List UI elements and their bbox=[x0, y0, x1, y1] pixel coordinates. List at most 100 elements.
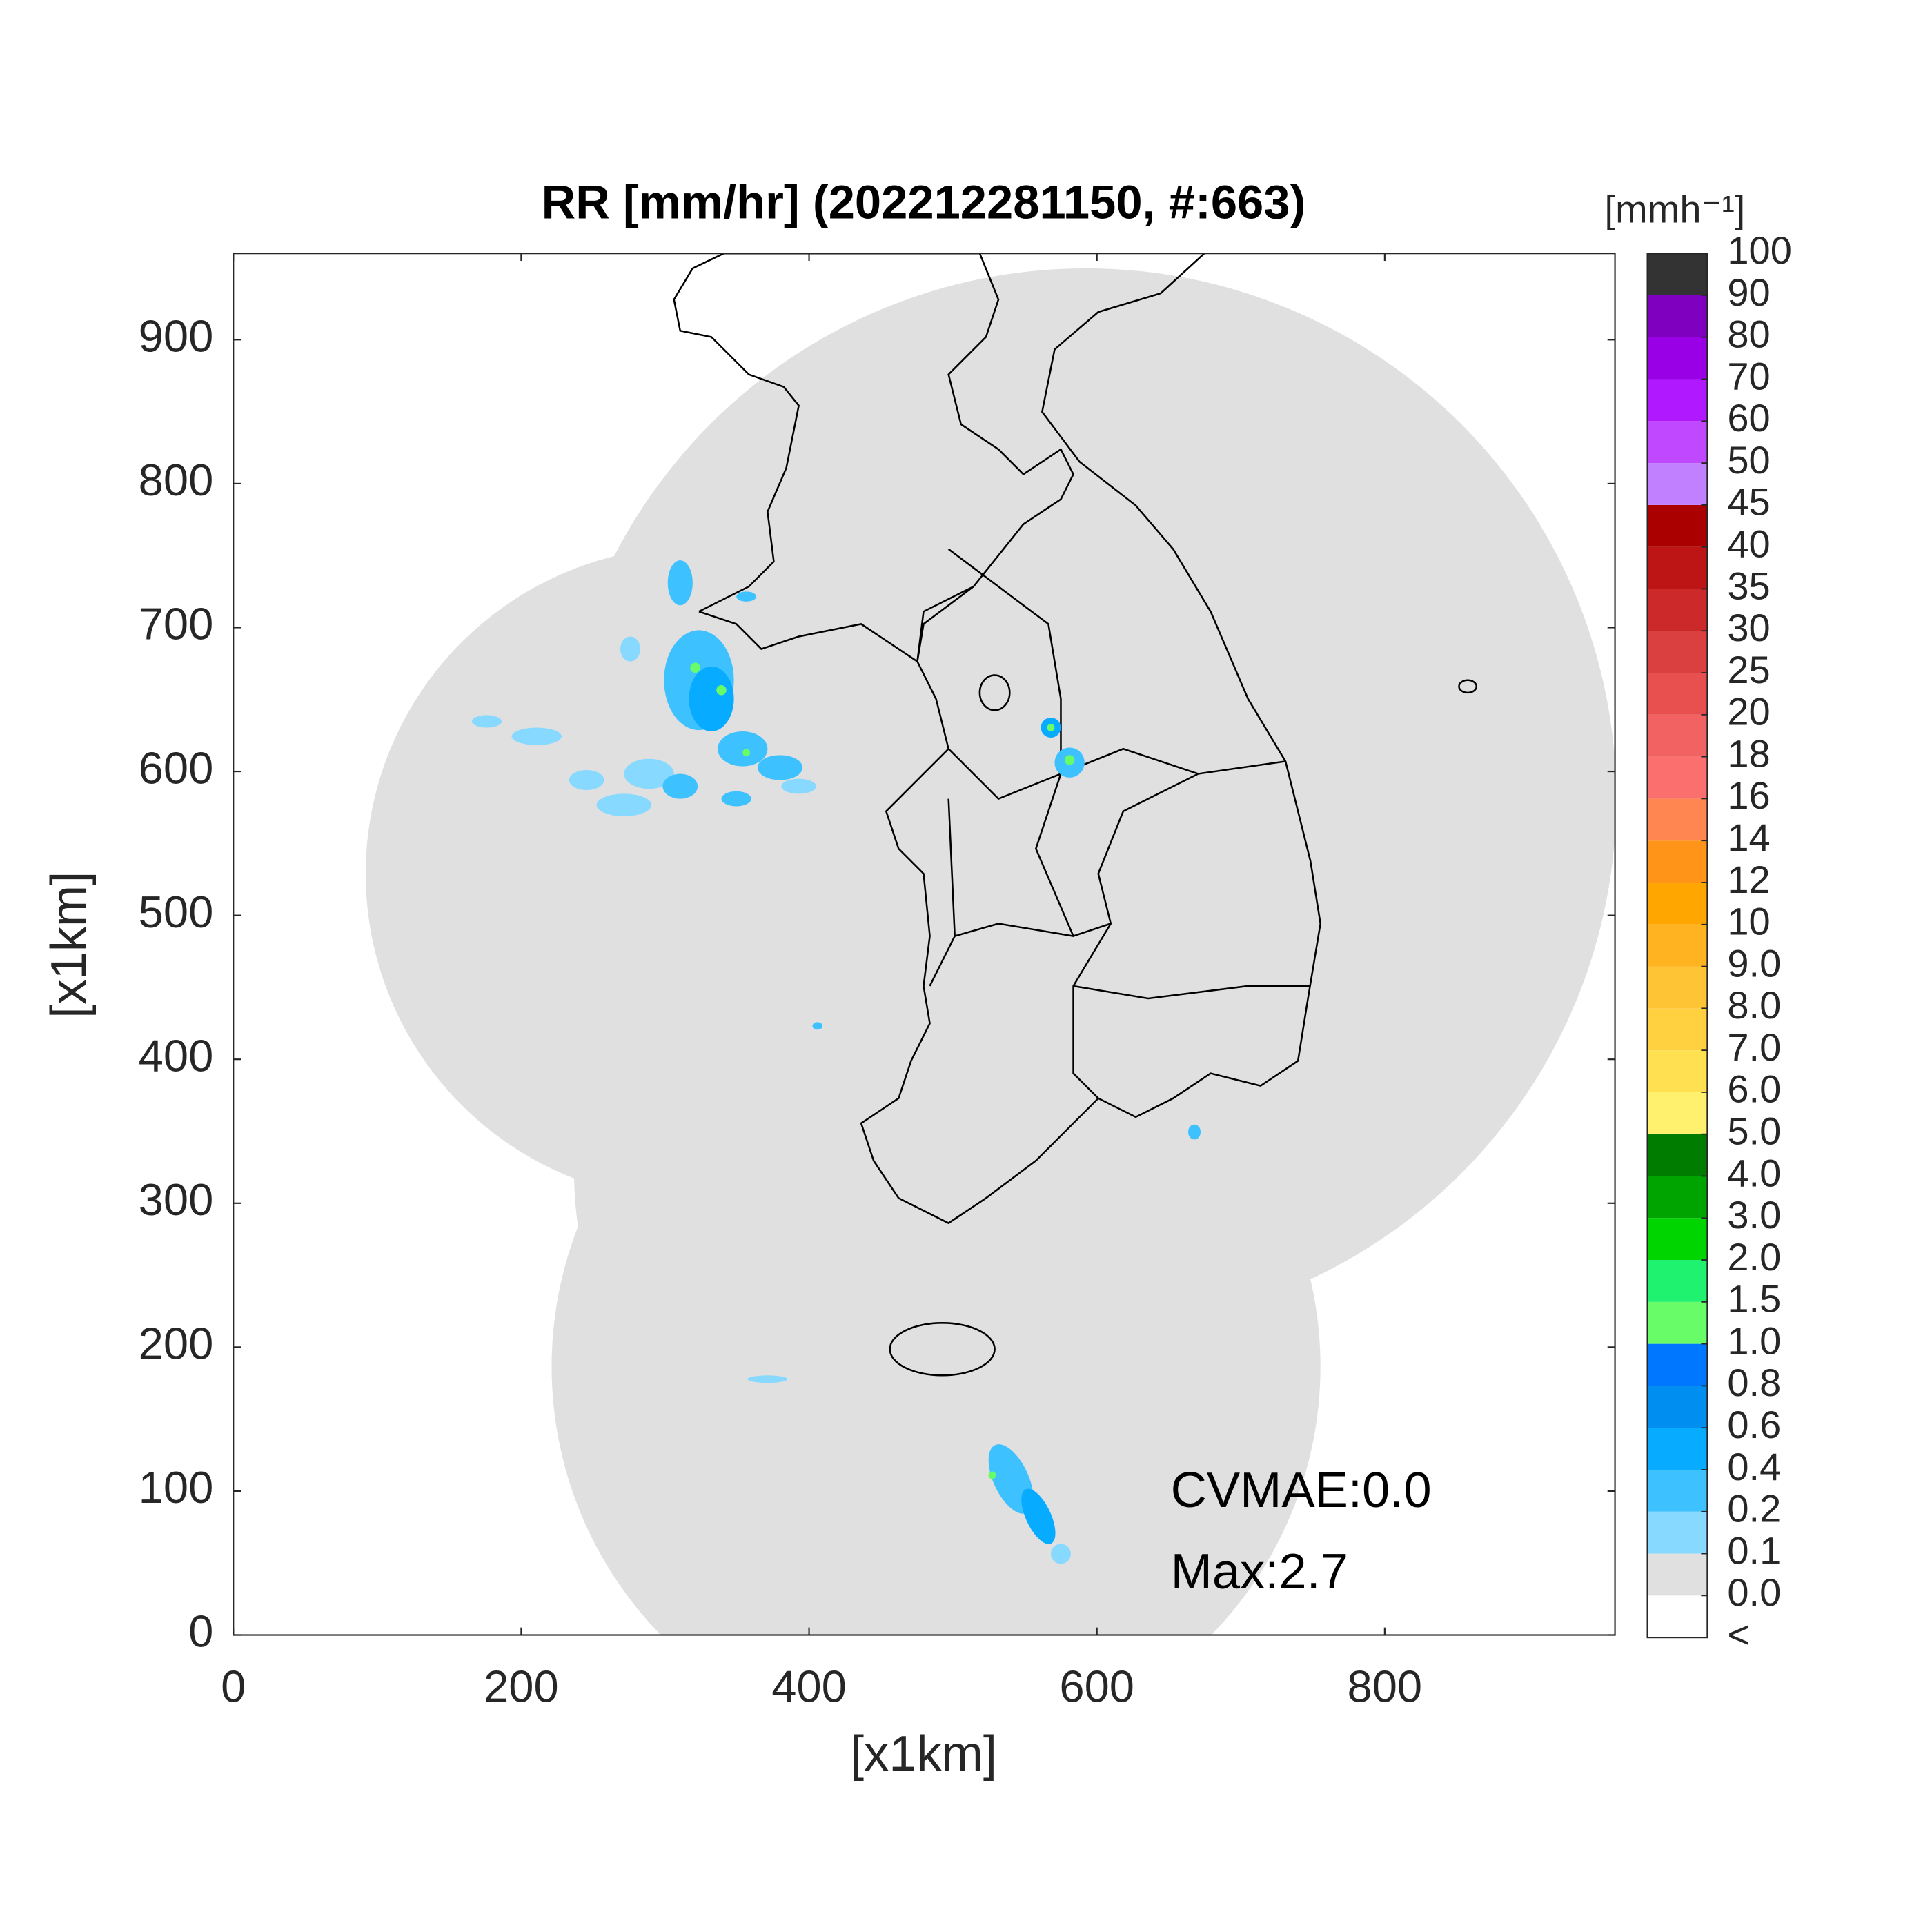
colorbar-band bbox=[1647, 379, 1708, 422]
colorbar-tick-label: 60 bbox=[1727, 396, 1770, 440]
colorbar-band bbox=[1647, 253, 1708, 295]
colorbar-band bbox=[1647, 1050, 1708, 1092]
colorbar-band bbox=[1647, 1469, 1708, 1512]
colorbar-band bbox=[1647, 756, 1708, 799]
y-tick-label: 0 bbox=[188, 1606, 213, 1657]
colorbar-band bbox=[1647, 840, 1708, 883]
colorbar-band bbox=[1647, 924, 1708, 967]
colorbar-tick-label: 6.0 bbox=[1727, 1067, 1781, 1111]
colorbar-tick-label: 2.0 bbox=[1727, 1235, 1781, 1279]
x-tick-label: 400 bbox=[771, 1661, 847, 1711]
colorbar-tick-label: 20 bbox=[1727, 690, 1770, 733]
jeju-island bbox=[889, 1322, 996, 1377]
colorbar-band bbox=[1647, 337, 1708, 379]
province-border bbox=[916, 548, 1311, 1099]
colorbar-band bbox=[1647, 546, 1708, 589]
colorbar-band bbox=[1647, 1386, 1708, 1428]
colorbar-band bbox=[1647, 504, 1708, 547]
coastline bbox=[673, 253, 1321, 1225]
annotation: CVMAE:0.0 bbox=[1171, 1463, 1432, 1518]
colorbar-band bbox=[1647, 1218, 1708, 1261]
colorbar-tick-label: 9.0 bbox=[1727, 941, 1781, 985]
colorbar-tick-label: 5.0 bbox=[1727, 1110, 1781, 1153]
x-axis-label: [x1km] bbox=[850, 1726, 997, 1782]
plot-frame bbox=[233, 253, 1616, 1636]
colorbar-band bbox=[1647, 1008, 1708, 1051]
lake bbox=[978, 674, 1011, 711]
colorbar-tick-label: < bbox=[1727, 1613, 1750, 1656]
colorbar-band bbox=[1647, 673, 1708, 715]
y-tick-label: 500 bbox=[139, 887, 214, 937]
y-tick-label: 800 bbox=[139, 455, 214, 505]
colorbar-tick-label: 8.0 bbox=[1727, 983, 1781, 1027]
y-tick-label: 400 bbox=[139, 1030, 214, 1081]
colorbar-tick-label: 0.4 bbox=[1727, 1445, 1781, 1488]
colorbar-band bbox=[1647, 589, 1708, 631]
colorbar-tick-label: 0.0 bbox=[1727, 1570, 1781, 1614]
colorbar-band bbox=[1647, 1343, 1708, 1386]
colorbar-band bbox=[1647, 798, 1708, 841]
radar-coverage bbox=[365, 268, 1615, 1635]
y-tick-label: 600 bbox=[139, 742, 214, 793]
colorbar-band bbox=[1647, 295, 1708, 337]
radar-map bbox=[365, 253, 1615, 1635]
colorbar-band bbox=[1647, 421, 1708, 464]
colorbar-tick-label: 35 bbox=[1727, 564, 1770, 607]
colorbar-band bbox=[1647, 1301, 1708, 1344]
annotation: Max:2.7 bbox=[1171, 1544, 1348, 1599]
colorbar-tick-label: 80 bbox=[1727, 313, 1770, 356]
colorbar-band bbox=[1647, 1553, 1708, 1596]
colorbar-label: [mmh⁻¹] bbox=[1604, 187, 1745, 230]
colorbar-tick-label: 50 bbox=[1727, 438, 1770, 482]
colorbar-band bbox=[1647, 463, 1708, 505]
x-tick-label: 0 bbox=[221, 1661, 246, 1711]
colorbar-band bbox=[1647, 1134, 1708, 1176]
colorbar-tick-label: 0.8 bbox=[1727, 1361, 1781, 1404]
colorbar-tick-label: 12 bbox=[1727, 858, 1770, 901]
colorbar-band bbox=[1647, 1260, 1708, 1302]
x-tick-label: 800 bbox=[1348, 1661, 1423, 1711]
y-tick-label: 700 bbox=[139, 599, 214, 649]
colorbar-tick-label: 16 bbox=[1727, 773, 1770, 817]
colorbar-tick-label: 0.1 bbox=[1727, 1528, 1781, 1572]
y-axis-label: [x1km] bbox=[41, 871, 97, 1018]
colorbar-band bbox=[1647, 1511, 1708, 1554]
colorbar-tick-label: 40 bbox=[1727, 522, 1770, 565]
y-tick-label: 300 bbox=[139, 1174, 214, 1225]
colorbar-tick-label: 7.0 bbox=[1727, 1025, 1781, 1069]
colorbar-tick-label: 18 bbox=[1727, 731, 1770, 775]
colorbar-band bbox=[1647, 631, 1708, 673]
y-tick-label: 900 bbox=[139, 311, 214, 362]
colorbar-band bbox=[1647, 1092, 1708, 1134]
colorbar-tick-label: 10 bbox=[1727, 900, 1770, 943]
x-tick-label: 200 bbox=[484, 1661, 559, 1711]
x-tick-label: 600 bbox=[1059, 1661, 1134, 1711]
colorbar-tick-label: 1.0 bbox=[1727, 1319, 1781, 1362]
colorbar-tick-label: 25 bbox=[1727, 648, 1770, 691]
colorbar-frame bbox=[1646, 253, 1708, 1639]
y-tick-label: 200 bbox=[139, 1319, 214, 1369]
colorbar-tick-label: 4.0 bbox=[1727, 1151, 1781, 1194]
colorbar-tick-label: 14 bbox=[1727, 816, 1770, 859]
colorbar-tick-label: 0.2 bbox=[1727, 1487, 1781, 1530]
colorbar-band bbox=[1647, 1428, 1708, 1470]
rain-echoes bbox=[471, 560, 1201, 1564]
colorbar-tick-label: 1.5 bbox=[1727, 1277, 1781, 1321]
colorbar-tick-label: 100 bbox=[1727, 228, 1792, 272]
colorbar-tick-label: 45 bbox=[1727, 480, 1770, 524]
colorbar-tick-label: 70 bbox=[1727, 354, 1770, 397]
island bbox=[1458, 679, 1478, 694]
colorbar-tick-label: 90 bbox=[1727, 270, 1770, 314]
colorbar-tick-label: 3.0 bbox=[1727, 1193, 1781, 1236]
chart-title: RR [mm/hr] (202212281150, #:663) bbox=[542, 176, 1306, 229]
y-tick-label: 100 bbox=[139, 1462, 214, 1512]
colorbar-tick-label: 0.6 bbox=[1727, 1403, 1781, 1446]
colorbar-band bbox=[1647, 1595, 1708, 1638]
colorbar-band bbox=[1647, 714, 1708, 757]
colorbar-band bbox=[1647, 1176, 1708, 1219]
colorbar-band bbox=[1647, 966, 1708, 1009]
colorbar-tick-label: 30 bbox=[1727, 606, 1770, 649]
colorbar-band bbox=[1647, 882, 1708, 925]
